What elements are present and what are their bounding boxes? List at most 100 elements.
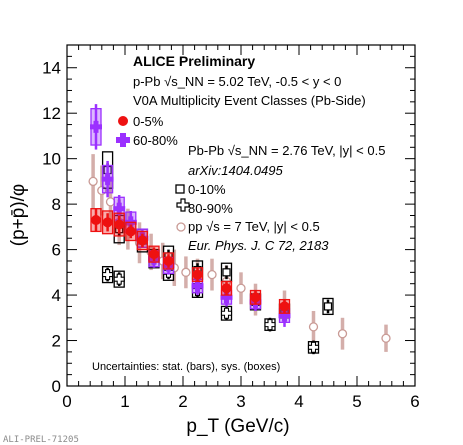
x-tick-label: 1 [120,392,129,411]
data-point [88,154,98,209]
legend-marker-0-5 [118,116,128,126]
data-point [308,310,319,343]
data-point [236,272,246,305]
marker-cross-h [101,176,114,182]
data-point [381,324,391,352]
marker-filled-circle [192,269,203,280]
marker-open-circle [105,197,116,207]
legend-marker-pp [176,222,186,232]
data-point [337,317,348,350]
x-tick-label: 2 [178,392,187,411]
data-point [307,340,320,355]
x-axis-title: p_T (GeV/c) [186,416,289,437]
marker-open-cross [307,341,320,353]
marker-open-cross [220,307,233,319]
legend-title: ALICE Preliminary [133,53,255,69]
legend-marker-60-80 [116,133,130,147]
x-tick-label: 0 [62,392,71,411]
data-point [322,297,334,316]
y-tick-label: 12 [42,104,61,123]
marker-open-circle [88,176,98,187]
marker-filled-circle [114,219,125,230]
legend-label-80-90: 80-90% [188,201,233,216]
marker-filled-circle [221,283,232,294]
marker-filled-circle [102,217,113,228]
data-point [207,258,217,291]
y-tick-label: 4 [52,286,61,305]
data-point [181,256,191,289]
x-tick-label: 3 [236,392,245,411]
marker-cross-h [113,206,126,212]
uncertainties-note: Uncertainties: stat. (bars), sys. (boxes… [92,361,280,373]
legend-label-60-80: 60-80% [133,133,178,148]
marker-filled-circle [91,215,101,226]
y-tick-label: 14 [42,59,61,78]
y-tick-label: 8 [52,195,61,214]
x-tick-label: 6 [410,392,419,411]
marker-filled-circle [137,235,148,246]
legend-pbpb-ref: arXiv:1404.0495 [188,163,283,178]
legend: ALICE Preliminary p-Pb √s_NN = 5.02 TeV,… [116,53,385,253]
legend-label-0-10: 0-10% [188,182,226,197]
data-point [162,252,175,270]
data-layer [88,104,391,355]
x-tick-label: 5 [352,392,361,411]
marker-cross-h [278,313,291,319]
marker-cross-h [220,294,233,300]
marker-open-circle [381,333,391,343]
data-point [101,265,114,284]
data-point [125,221,137,242]
y-tick-label: 6 [52,241,61,260]
marker-filled-circle [125,226,136,237]
legend-label-0-5: 0-5% [133,114,164,129]
data-point [90,208,102,233]
marker-open-square [323,302,333,311]
data-point [220,280,233,296]
data-point [249,289,262,305]
data-point [264,317,276,332]
data-point [278,298,291,314]
marker-open-circle [337,329,348,339]
data-point [136,230,149,251]
marker-open-circle [181,267,191,277]
legend-label-pp: pp √s = 7 TeV, |y| < 0.5 [188,219,320,234]
footer-label: ALI-PREL-71205 [3,435,79,445]
legend-ppb-classes: V0A Multiplicity Event Classes (Pb-Side) [133,93,366,108]
marker-open-cross [102,269,114,281]
sys-error-box [322,297,334,316]
data-point [101,160,114,198]
data-point [191,267,204,283]
legend-pp-ref: Eur. Phys. J. C 72, 2183 [188,238,329,253]
series-0-5- [90,208,291,314]
marker-cross-h [191,283,204,289]
x-tick-label: 4 [294,392,303,411]
legend-marker-0-10 [175,184,185,194]
marker-filled-circle [149,249,159,260]
legend-marker-80-90 [176,198,190,212]
data-point [101,210,114,235]
marker-open-circle [207,269,217,280]
marker-open-cross [264,319,276,331]
data-point [113,270,125,288]
marker-open-circle [236,283,246,293]
marker-filled-circle [250,292,261,303]
marker-open-circle [308,322,319,332]
legend-pbpb-system: Pb-Pb √s_NN = 2.76 TeV, |y| < 0.5 [188,143,385,158]
marker-filled-circle [279,301,290,312]
marker-open-square [222,268,231,277]
y-tick-label: 0 [52,377,61,396]
data-point [220,305,233,321]
y-tick-label: 10 [42,150,61,169]
y-axis-title: (p+p̄)/φ [8,184,29,246]
series-pp-s-7-tev-y-0-5 [88,154,391,352]
data-point [90,104,102,150]
y-tick-label: 2 [52,332,61,351]
marker-cross-h [90,124,102,130]
data-point [113,212,125,237]
data-point [148,245,160,263]
marker-filled-circle [163,255,174,266]
marker-open-cross [113,273,125,285]
legend-ppb-system: p-Pb √s_NN = 5.02 TeV, -0.5 < y < 0 [133,74,341,89]
